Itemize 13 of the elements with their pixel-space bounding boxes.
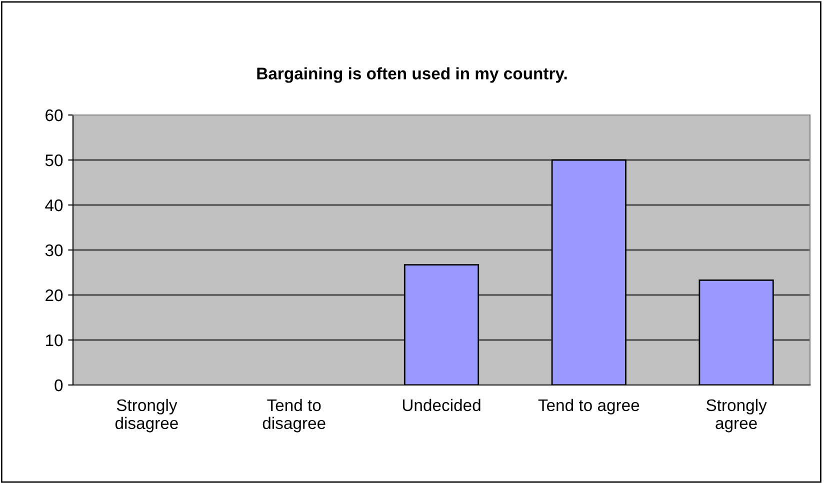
x-tick-label: Strongly disagree <box>115 398 178 432</box>
chart-title: Bargaining is often used in my country. <box>257 67 567 83</box>
y-tick-label: 60 <box>46 109 63 122</box>
x-tick-label: Undecided <box>402 398 480 412</box>
y-tick-label: 50 <box>45 154 63 166</box>
y-tick-label: 20 <box>46 289 63 302</box>
x-tick-label: Tend to agree <box>538 398 640 414</box>
x-tick-label: Tend to disagree <box>262 398 326 432</box>
y-tick-label: 30 <box>45 244 63 256</box>
y-tick-label: 0 <box>54 379 63 392</box>
y-tick-label: 10 <box>46 334 63 346</box>
x-tick-label: Strongly agree <box>706 398 767 432</box>
y-tick-label: 40 <box>45 199 63 212</box>
